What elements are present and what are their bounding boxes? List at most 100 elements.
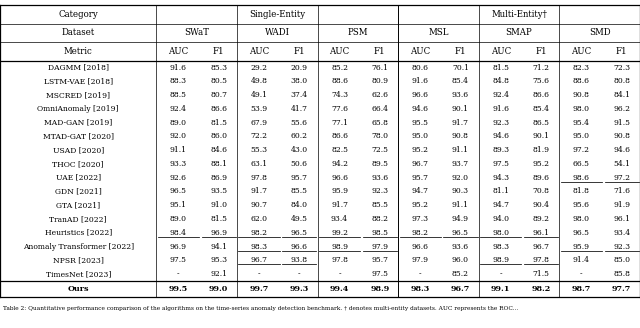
Text: Single-Entity: Single-Entity — [250, 10, 305, 19]
Text: 97.8: 97.8 — [250, 174, 268, 182]
Text: 88.3: 88.3 — [170, 77, 187, 85]
Text: 92.3: 92.3 — [371, 188, 388, 195]
Text: AUC: AUC — [410, 47, 430, 56]
Text: 94.1: 94.1 — [210, 242, 227, 251]
Text: 43.0: 43.0 — [291, 146, 308, 154]
Text: 86.5: 86.5 — [532, 119, 550, 127]
Text: 72.3: 72.3 — [613, 64, 630, 72]
Text: GTA [2021]: GTA [2021] — [56, 201, 100, 209]
Text: 20.9: 20.9 — [291, 64, 308, 72]
Text: 95.0: 95.0 — [573, 133, 590, 140]
Text: USAD [2020]: USAD [2020] — [52, 146, 104, 154]
Text: 98.9: 98.9 — [492, 256, 509, 264]
Text: 77.1: 77.1 — [331, 119, 348, 127]
Text: 96.9: 96.9 — [210, 229, 227, 237]
Text: 85.5: 85.5 — [291, 188, 308, 195]
Text: 91.7: 91.7 — [452, 119, 469, 127]
Text: 90.3: 90.3 — [452, 188, 469, 195]
Text: 98.2: 98.2 — [250, 229, 268, 237]
Text: 97.9: 97.9 — [371, 242, 388, 251]
Text: 62.6: 62.6 — [371, 91, 388, 99]
Text: -: - — [177, 270, 180, 278]
Text: 93.8: 93.8 — [291, 256, 308, 264]
Text: 63.1: 63.1 — [250, 160, 268, 168]
Text: 92.0: 92.0 — [452, 174, 469, 182]
Text: 62.0: 62.0 — [250, 215, 268, 223]
Text: 92.0: 92.0 — [170, 133, 187, 140]
Text: -: - — [339, 270, 341, 278]
Text: 90.1: 90.1 — [452, 105, 469, 113]
Text: 97.2: 97.2 — [573, 146, 590, 154]
Text: 66.4: 66.4 — [371, 105, 388, 113]
Text: 90.8: 90.8 — [613, 133, 630, 140]
Text: 97.7: 97.7 — [612, 285, 631, 293]
Text: 91.7: 91.7 — [331, 201, 348, 209]
Text: 94.6: 94.6 — [412, 105, 429, 113]
Text: 72.2: 72.2 — [250, 133, 268, 140]
Text: NPSR [2023]: NPSR [2023] — [53, 256, 104, 264]
Text: 99.0: 99.0 — [209, 285, 228, 293]
Text: 71.6: 71.6 — [613, 188, 630, 195]
Text: 91.0: 91.0 — [210, 201, 227, 209]
Text: 90.8: 90.8 — [573, 91, 590, 99]
Text: 94.0: 94.0 — [492, 215, 509, 223]
Text: 88.1: 88.1 — [210, 160, 227, 168]
Text: 93.6: 93.6 — [452, 91, 469, 99]
Text: 88.5: 88.5 — [170, 91, 187, 99]
Text: 85.5: 85.5 — [371, 201, 388, 209]
Text: 85.2: 85.2 — [452, 270, 469, 278]
Text: 97.8: 97.8 — [331, 256, 348, 264]
Text: DAGMM [2018]: DAGMM [2018] — [48, 64, 109, 72]
Text: 60.2: 60.2 — [291, 133, 308, 140]
Text: 96.6: 96.6 — [291, 242, 308, 251]
Text: 65.8: 65.8 — [371, 119, 388, 127]
Text: 89.0: 89.0 — [170, 215, 187, 223]
Text: 54.1: 54.1 — [613, 160, 630, 168]
Text: 86.0: 86.0 — [210, 133, 227, 140]
Text: 98.2: 98.2 — [412, 229, 429, 237]
Text: 98.0: 98.0 — [573, 215, 590, 223]
Text: 84.0: 84.0 — [291, 201, 308, 209]
Text: 91.9: 91.9 — [613, 201, 630, 209]
Text: MTAD-GAT [2020]: MTAD-GAT [2020] — [43, 133, 114, 140]
Text: 97.3: 97.3 — [412, 215, 429, 223]
Text: -: - — [298, 270, 301, 278]
Text: 85.3: 85.3 — [210, 64, 227, 72]
Text: 89.0: 89.0 — [170, 119, 187, 127]
Text: SWaT: SWaT — [184, 28, 209, 37]
Text: -: - — [580, 270, 582, 278]
Text: 99.3: 99.3 — [290, 285, 309, 293]
Text: 96.2: 96.2 — [613, 105, 630, 113]
Text: 98.0: 98.0 — [573, 105, 590, 113]
Text: 98.5: 98.5 — [371, 229, 388, 237]
Text: 86.9: 86.9 — [210, 174, 227, 182]
Text: 94.6: 94.6 — [492, 133, 509, 140]
Text: 85.0: 85.0 — [613, 256, 630, 264]
Text: 96.7: 96.7 — [412, 160, 429, 168]
Text: 98.3: 98.3 — [250, 242, 268, 251]
Text: -: - — [419, 270, 422, 278]
Text: 97.2: 97.2 — [613, 174, 630, 182]
Text: 88.2: 88.2 — [371, 215, 388, 223]
Text: 86.6: 86.6 — [331, 133, 348, 140]
Text: 98.6: 98.6 — [573, 174, 590, 182]
Text: 96.0: 96.0 — [452, 256, 469, 264]
Text: Metric: Metric — [64, 47, 93, 56]
Text: 88.6: 88.6 — [573, 77, 590, 85]
Text: 96.5: 96.5 — [452, 229, 469, 237]
Text: 96.7: 96.7 — [451, 285, 470, 293]
Text: 91.5: 91.5 — [613, 119, 630, 127]
Text: 49.8: 49.8 — [250, 77, 268, 85]
Text: 92.3: 92.3 — [492, 119, 509, 127]
Text: F1: F1 — [616, 47, 627, 56]
Text: 82.5: 82.5 — [331, 146, 348, 154]
Text: 96.7: 96.7 — [532, 242, 550, 251]
Text: 75.6: 75.6 — [532, 77, 550, 85]
Text: 37.4: 37.4 — [291, 91, 308, 99]
Text: 81.9: 81.9 — [532, 146, 550, 154]
Text: 93.4: 93.4 — [613, 229, 630, 237]
Text: OmniAnomaly [2019]: OmniAnomaly [2019] — [38, 105, 119, 113]
Text: 70.1: 70.1 — [452, 64, 469, 72]
Text: AUC: AUC — [571, 47, 591, 56]
Text: MAD-GAN [2019]: MAD-GAN [2019] — [44, 119, 113, 127]
